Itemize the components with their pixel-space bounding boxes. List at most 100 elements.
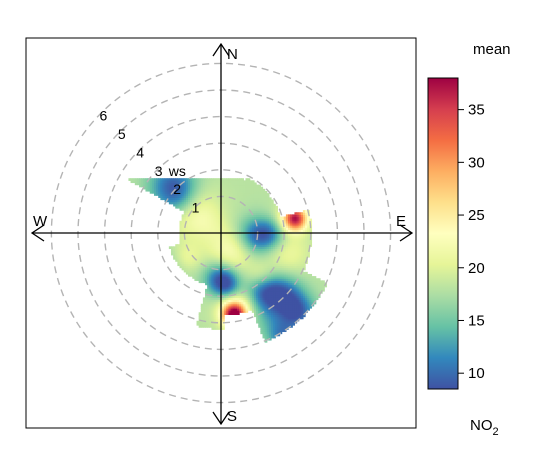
surface-cell [224, 308, 227, 311]
surface-cell [253, 239, 257, 243]
surface-cell [222, 229, 225, 233]
surface-cell [247, 246, 251, 250]
surface-cell [232, 237, 236, 241]
surface-cell [251, 197, 255, 201]
surface-cell [239, 250, 242, 254]
surface-cell [275, 220, 278, 224]
surface-cell [241, 227, 244, 230]
surface-cell [264, 308, 268, 311]
surface-cell [273, 301, 276, 305]
surface-cell [139, 182, 142, 186]
surface-cell [243, 263, 247, 267]
surface-cell [245, 237, 249, 241]
surface-cell [217, 290, 221, 294]
surface-cell [177, 246, 181, 250]
surface-cell [217, 212, 221, 215]
surface-cell [228, 299, 232, 303]
surface-cell [211, 205, 215, 209]
surface-cell [222, 297, 225, 301]
surface-cell [175, 259, 178, 262]
surface-cell [232, 308, 236, 311]
surface-cell [207, 205, 210, 209]
surface-cell [181, 239, 185, 243]
surface-cell [151, 182, 155, 186]
surface-cell [309, 280, 313, 284]
surface-cell [217, 252, 221, 256]
surface-cell [228, 286, 232, 290]
surface-cell [251, 295, 255, 298]
surface-cell [166, 199, 170, 203]
surface-cell [253, 250, 257, 254]
surface-cell [236, 216, 240, 220]
surface-cell [196, 256, 200, 260]
surface-cell [249, 208, 253, 211]
surface-cell [283, 235, 287, 239]
surface-cell [260, 278, 264, 281]
surface-cell [275, 308, 278, 311]
surface-cell [290, 288, 293, 292]
surface-cell [256, 201, 259, 205]
surface-cell [241, 248, 244, 252]
surface-cell [190, 256, 193, 260]
surface-cell [277, 316, 281, 320]
surface-cell [228, 256, 232, 260]
surface-cell [249, 216, 253, 220]
surface-cell [243, 273, 247, 277]
surface-cell [285, 325, 289, 328]
surface-cell [262, 233, 266, 237]
surface-cell [253, 254, 257, 258]
surface-cell [283, 216, 287, 220]
surface-cell [275, 331, 278, 335]
surface-cell [251, 235, 255, 239]
surface-cell [234, 208, 238, 211]
colorbar-tick-label: 25 [468, 207, 485, 224]
surface-cell [162, 180, 166, 184]
surface-cell [253, 276, 257, 279]
surface-cell [164, 182, 168, 186]
surface-cell [266, 265, 270, 269]
surface-cell [215, 288, 219, 292]
surface-cell [266, 252, 270, 256]
surface-cell [249, 229, 253, 233]
surface-cell [188, 188, 191, 192]
surface-cell [234, 284, 238, 288]
surface-cell [305, 276, 308, 279]
surface-cell [262, 188, 266, 192]
surface-cell [266, 333, 270, 337]
surface-cell [279, 225, 283, 228]
surface-cell [217, 199, 221, 203]
surface-cell [298, 290, 302, 294]
surface-cell [251, 188, 255, 192]
surface-cell [298, 265, 302, 269]
surface-cell [205, 208, 208, 211]
surface-cell [211, 278, 215, 281]
surface-cell [296, 290, 300, 294]
surface-cell [275, 267, 278, 271]
surface-cell [305, 244, 308, 247]
surface-cell [292, 314, 296, 318]
surface-cell [249, 259, 253, 262]
surface-cell [198, 197, 202, 201]
surface-cell [309, 276, 313, 279]
surface-cell [239, 297, 242, 301]
surface-cell [190, 250, 193, 254]
surface-cell [298, 248, 302, 252]
surface-cell [215, 263, 219, 267]
surface-cell [243, 220, 247, 224]
surface-cell [288, 314, 291, 318]
surface-cell [224, 278, 227, 281]
surface-cell [205, 263, 208, 267]
surface-cell [236, 290, 240, 294]
surface-cell [271, 239, 274, 243]
surface-cell [300, 250, 304, 254]
surface-cell [183, 265, 187, 269]
surface-cell [232, 212, 236, 215]
surface-cell [249, 303, 253, 307]
surface-cell [243, 310, 247, 313]
surface-cell [245, 305, 249, 309]
surface-cell [190, 216, 193, 220]
surface-cell [232, 239, 236, 243]
surface-cell [294, 312, 298, 315]
surface-cell [264, 250, 268, 254]
